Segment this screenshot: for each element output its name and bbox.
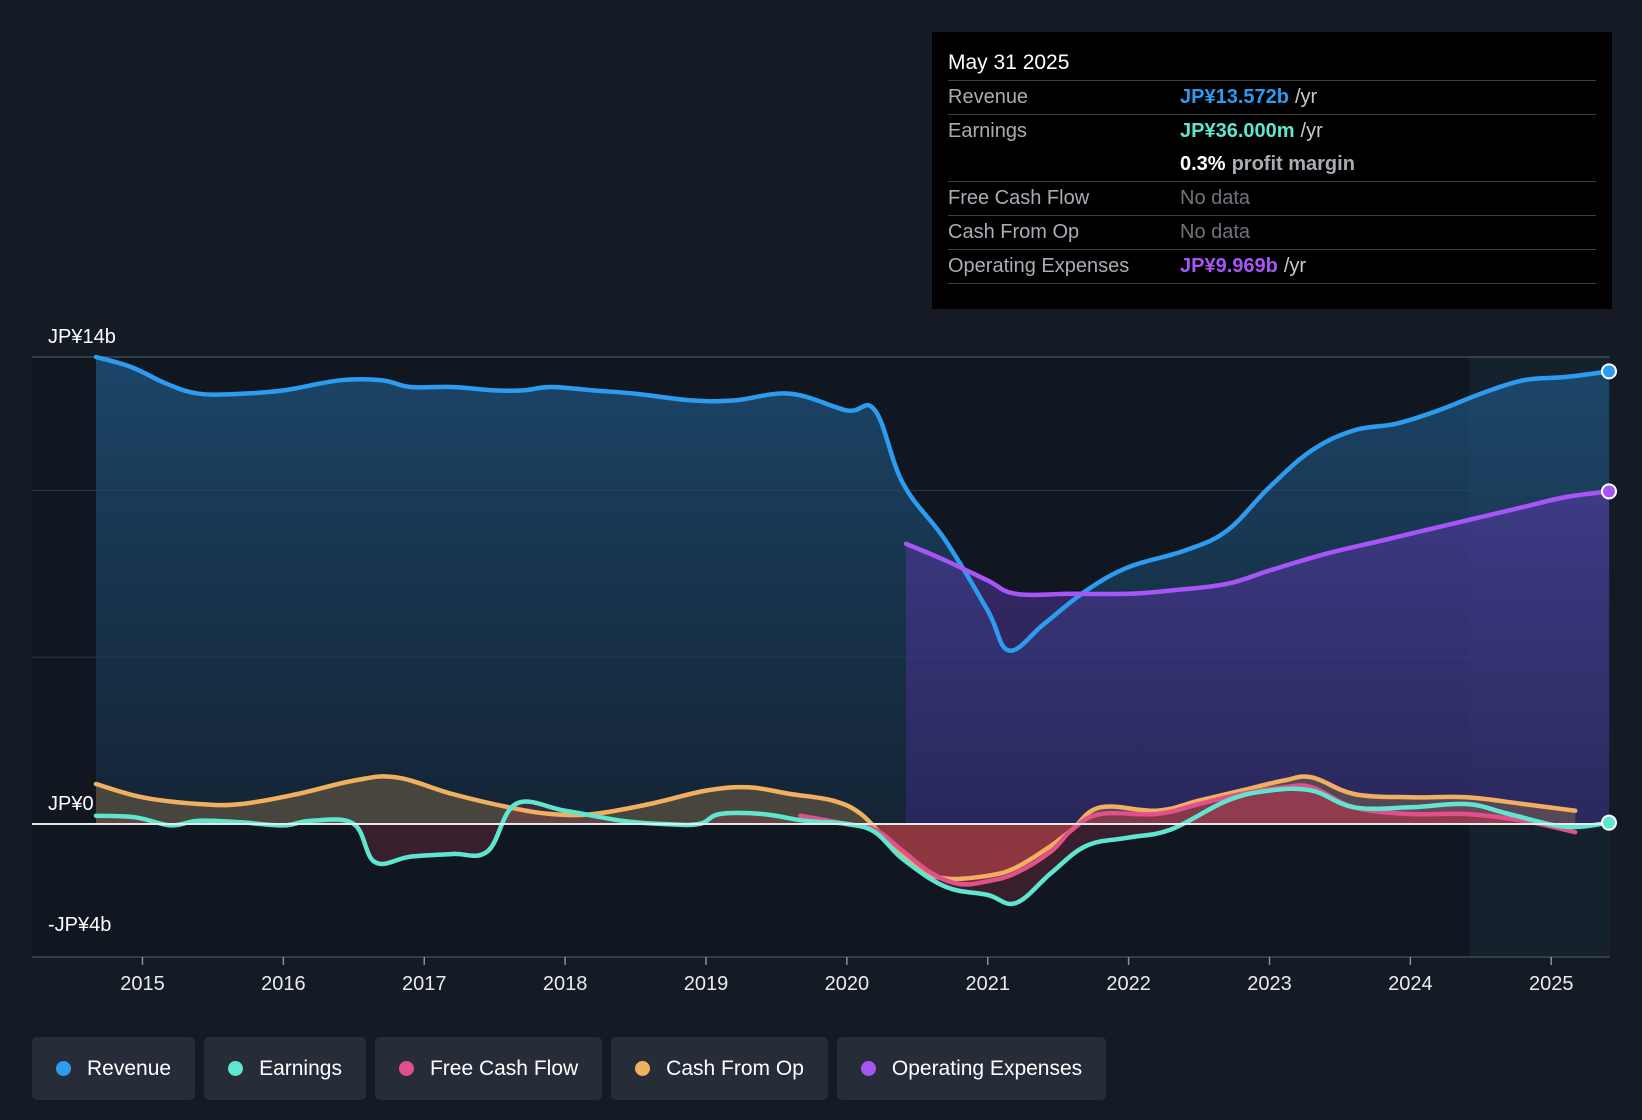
earnings-dot-icon <box>228 1061 244 1076</box>
y-axis-label: -JP¥4b <box>48 914 111 936</box>
legend-item-cash-from-op[interactable]: Cash From Op <box>611 1037 828 1100</box>
tooltip-cfo-value: No data <box>1180 221 1251 243</box>
tooltip-margin-text: profit margin <box>1231 153 1355 175</box>
tooltip-row-cfo: Cash From Op No data <box>948 216 1596 250</box>
tooltip-opex-label: Operating Expenses <box>948 255 1130 277</box>
tooltip-fcf-value: No data <box>1180 187 1251 209</box>
x-tick-label: 2017 <box>402 973 447 995</box>
earnings-area <box>96 788 1609 904</box>
tooltip-row-revenue: Revenue JP¥13.572b/yr <box>948 81 1596 115</box>
x-tick-label: 2019 <box>684 973 729 995</box>
tooltip-opex-value: JP¥9.969b <box>1180 255 1278 277</box>
legend-item-revenue[interactable]: Revenue <box>32 1037 196 1100</box>
legend: Revenue Earnings Free Cash Flow Cash Fro… <box>32 1037 1107 1100</box>
tooltip-row-fcf: Free Cash Flow No data <box>948 182 1596 216</box>
revenue-line <box>93 354 1612 653</box>
earnings-end-dot <box>1601 814 1617 831</box>
tooltip-revenue-label: Revenue <box>948 86 1029 108</box>
legend-label-revenue: Revenue <box>87 1056 172 1080</box>
tooltip-opex-unit: /yr <box>1283 255 1307 277</box>
legend-label-free-cash-flow: Free Cash Flow <box>429 1056 579 1080</box>
free-cash-flow-area <box>800 785 1576 885</box>
tooltip-margin-value: 0.3% <box>1180 153 1226 175</box>
operating-expenses-line <box>903 489 1612 598</box>
tooltip-date: May 31 2025 <box>948 46 1596 81</box>
legend-item-operating-expenses[interactable]: Operating Expenses <box>836 1037 1107 1100</box>
end-markers <box>1601 363 1617 831</box>
earnings-line <box>93 786 1612 907</box>
legend-label-cash-from-op: Cash From Op <box>666 1056 804 1080</box>
free-cash-flow-line <box>798 783 1578 887</box>
free-cash-flow-dot-icon <box>398 1061 414 1076</box>
x-tick-label: 2025 <box>1529 973 1574 995</box>
legend-label-earnings: Earnings <box>259 1056 342 1080</box>
tooltip-row-opex: Operating Expenses JP¥9.969b/yr <box>948 250 1596 284</box>
legend-item-earnings[interactable]: Earnings <box>204 1037 366 1100</box>
series-lines <box>93 354 1612 907</box>
x-axis: 2015 2016 2017 2018 2019 2020 2021 2022 2023 2024… <box>120 957 1573 995</box>
tooltip-fcf-label: Free Cash Flow <box>948 187 1090 209</box>
x-tick-label: 2020 <box>825 973 870 995</box>
operating-expenses-area <box>906 491 1609 824</box>
legend-label-operating-expenses: Operating Expenses <box>891 1056 1083 1080</box>
operating-expenses-dot-icon <box>860 1061 876 1076</box>
x-tick-label: 2021 <box>965 973 1010 995</box>
legend-item-free-cash-flow[interactable]: Free Cash Flow <box>374 1037 603 1100</box>
x-tick-label: 2023 <box>1247 973 1292 995</box>
x-tick-label: 2016 <box>261 973 306 995</box>
tooltip-revenue-unit: /yr <box>1294 86 1318 108</box>
cash-from-op-dot-icon <box>635 1061 651 1076</box>
x-tick-label: 2022 <box>1106 973 1151 995</box>
x-tick-label: 2024 <box>1388 973 1433 995</box>
x-tick-label: 2015 <box>120 973 165 995</box>
operating-expenses-end-dot <box>1601 483 1617 500</box>
revenue-dot-icon <box>56 1061 71 1076</box>
x-tick-label: 2018 <box>543 973 588 995</box>
revenue-end-dot <box>1601 363 1617 380</box>
tooltip-row-earnings: Earnings JP¥36.000m/yr <box>948 115 1596 148</box>
tooltip-row-margin: 0.3% profit margin <box>948 148 1596 182</box>
y-axis-label: JP¥14b <box>48 326 116 348</box>
tooltip-earnings-unit: /yr <box>1300 120 1323 142</box>
y-axis-label: JP¥0 <box>48 793 94 815</box>
tooltip-revenue-value: JP¥13.572b <box>1180 86 1289 108</box>
tooltip-cfo-label: Cash From Op <box>948 221 1080 243</box>
y-axis-labels: JP¥14b JP¥0 -JP¥4b <box>48 326 116 936</box>
tooltip-earnings-value: JP¥36.000m <box>1180 120 1295 142</box>
tooltip-panel: May 31 2025 Revenue JP¥13.572b/yr Earnin… <box>932 32 1612 309</box>
tooltip-earnings-label: Earnings <box>948 120 1027 142</box>
